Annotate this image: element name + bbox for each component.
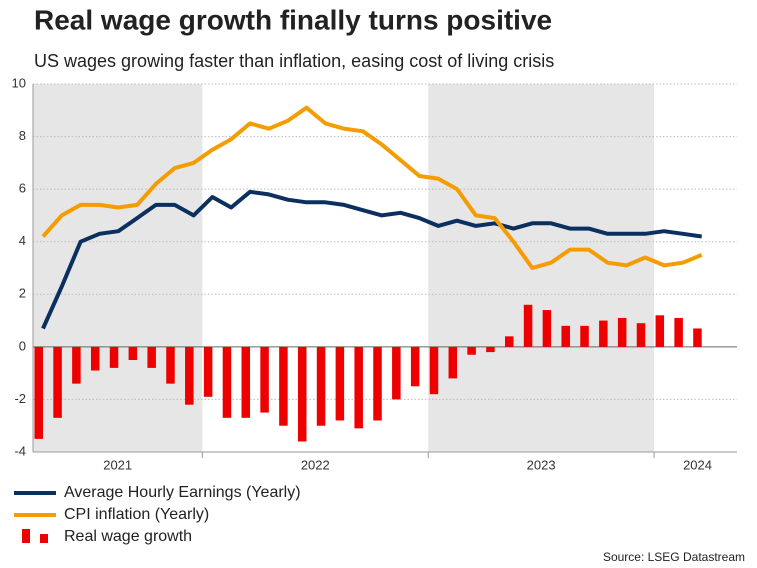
bar bbox=[72, 346, 81, 384]
legend-label: Real wage growth bbox=[64, 528, 192, 545]
bar bbox=[185, 346, 194, 405]
bar bbox=[505, 336, 514, 347]
x-tick-label: 2022 bbox=[301, 457, 330, 472]
bar bbox=[674, 317, 683, 347]
bar bbox=[109, 346, 119, 368]
bar bbox=[260, 346, 269, 413]
legend-label: CPI inflation (Yearly) bbox=[64, 506, 209, 523]
x-tick-label: 2021 bbox=[103, 457, 132, 472]
bar bbox=[203, 346, 213, 397]
legend-swatch bbox=[40, 534, 48, 543]
y-tick-label: -4 bbox=[14, 443, 26, 458]
bar bbox=[241, 346, 251, 418]
bar bbox=[34, 346, 43, 439]
bar bbox=[655, 315, 665, 347]
bar bbox=[53, 346, 62, 418]
chart-title: Real wage growth finally turns positive bbox=[34, 4, 552, 35]
bar bbox=[542, 310, 552, 347]
bar bbox=[316, 346, 326, 426]
bar bbox=[335, 346, 345, 421]
bar bbox=[147, 346, 156, 368]
bar bbox=[90, 346, 100, 371]
bar bbox=[410, 346, 420, 387]
line bbox=[41, 105, 703, 270]
x-tick-label: 2024 bbox=[683, 457, 712, 472]
y-tick-label: 8 bbox=[19, 128, 26, 143]
bar bbox=[166, 346, 175, 384]
y-tick-label: -2 bbox=[14, 391, 26, 406]
bar bbox=[617, 317, 627, 347]
bar bbox=[561, 325, 570, 347]
y-tick-label: 6 bbox=[19, 181, 26, 196]
y-tick-label: 10 bbox=[12, 75, 26, 90]
bar bbox=[580, 325, 589, 347]
source: Source: LSEG Datastream bbox=[603, 550, 745, 564]
x-tick-label: 2023 bbox=[527, 457, 556, 472]
bar bbox=[467, 346, 476, 355]
legend-swatch bbox=[22, 529, 30, 543]
y-tick-label: 2 bbox=[19, 286, 26, 301]
bar bbox=[523, 304, 533, 347]
bar bbox=[693, 328, 702, 347]
bar bbox=[128, 346, 138, 360]
legend-label: Average Hourly Earnings (Yearly) bbox=[64, 484, 301, 501]
bar bbox=[222, 346, 232, 418]
bar bbox=[297, 346, 307, 442]
bar bbox=[429, 346, 439, 395]
bar bbox=[599, 320, 608, 347]
y-tick-label: 0 bbox=[19, 338, 26, 353]
bar bbox=[373, 346, 382, 421]
bar bbox=[448, 346, 458, 379]
bar bbox=[486, 346, 495, 353]
bar bbox=[354, 346, 363, 429]
chart-subtitle: US wages growing faster than inflation, … bbox=[34, 51, 554, 71]
year-band bbox=[428, 84, 655, 452]
bar bbox=[392, 346, 401, 400]
line bbox=[41, 189, 702, 330]
bar bbox=[636, 323, 646, 347]
bar bbox=[279, 346, 288, 426]
y-tick-label: 4 bbox=[19, 233, 26, 248]
